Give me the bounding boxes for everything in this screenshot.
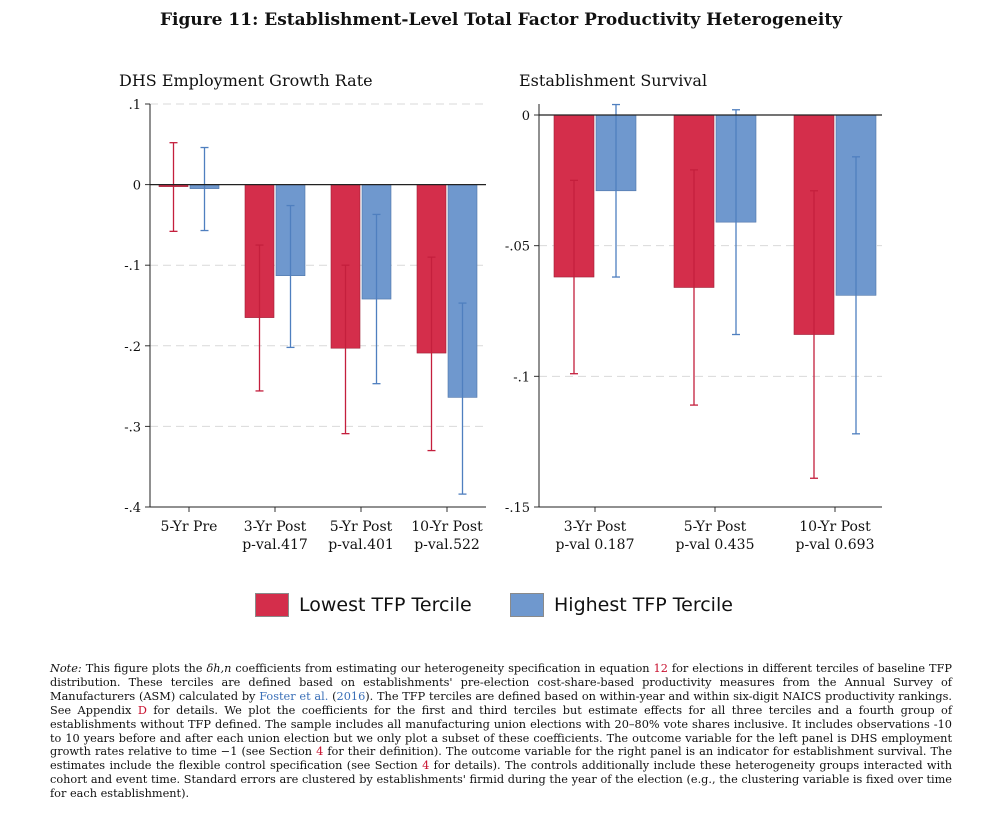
legend-swatch-lowest [255,593,289,617]
y-tick-label: .1 [129,98,141,113]
note-text-8: for details). The controls additionally … [50,759,953,801]
y-tick-label: -.1 [124,259,141,274]
x-tick-label: 3-Yr Post [244,519,307,535]
note-equation-ref[interactable]: 12 [653,662,668,675]
figure-title: Figure 11: Establishment-Level Total Fac… [159,10,843,30]
legend-label-lowest: Lowest TFP Tercile [299,594,472,616]
y-tick-label: -.05 [505,240,530,255]
legend-swatch-highest [510,593,544,617]
note-text-6: for details. We plot the coefficients fo… [50,703,953,759]
note-text-4: ( [332,689,337,703]
y-tick-label: -.2 [124,340,141,355]
panel-title-1: DHS Employment Growth Rate [119,71,373,90]
note-symbol: δh,n [206,662,232,675]
note-citation[interactable]: Foster et al. [259,689,329,703]
x-tick-sublabel: p-val 0.435 [676,537,755,553]
y-tick-label: -.15 [505,501,530,516]
note-text-2: coefficients from estimating our heterog… [235,662,650,675]
note-text-1: This figure plots the [85,662,203,675]
note-label: Note: [50,662,82,675]
note-text-3: for elections in different terciles of b… [50,662,953,703]
x-tick-sublabel: p-val 0.693 [796,537,875,553]
legend-item-highest: Highest TFP Tercile [510,588,733,622]
legend-label-highest: Highest TFP Tercile [554,594,733,616]
y-tick-label: -.4 [124,501,141,516]
x-tick-label: 5-Yr Pre [161,519,218,535]
y-tick-label: -.3 [124,420,141,435]
legend: Lowest TFP Tercile Highest TFP Tercile [0,588,1002,622]
note-section-ref-1[interactable]: 4 [316,745,324,759]
x-tick-label: 10-Yr Post [799,519,871,535]
note-appendix-ref[interactable]: D [137,703,147,717]
charts-area: DHS Employment Growth Rate .1 0 -.1 -.2 -.3 -.… [119,71,882,553]
note-text-5: ). The TFP terciles are defined based on… [50,689,953,717]
panel-title-2: Establishment Survival [519,71,707,90]
x-tick-label: 5-Yr Post [330,519,393,535]
y-tick-label: 0 [522,109,530,124]
x-tick-sublabel: p-val.417 [242,537,308,553]
note-citation-year[interactable]: 2016 [336,689,366,703]
figure-note: Note: This figure plots the δh,n coeffic… [50,662,952,801]
x-tick-label: 3-Yr Post [564,519,627,535]
y-tick-label: 0 [133,179,141,194]
x-tick-sublabel: p-val 0.187 [556,537,635,553]
note-section-ref-2[interactable]: 4 [422,759,430,773]
x-tick-label: 5-Yr Post [684,519,747,535]
note-text-7: for their definition). The outcome varia… [50,745,953,773]
x-tick-label: 10-Yr Post [411,519,483,535]
legend-item-lowest: Lowest TFP Tercile [255,588,472,622]
x-tick-sublabel: p-val.401 [328,537,394,553]
x-tick-sublabel: p-val.522 [414,537,480,553]
y-tick-label: -.1 [513,370,530,385]
